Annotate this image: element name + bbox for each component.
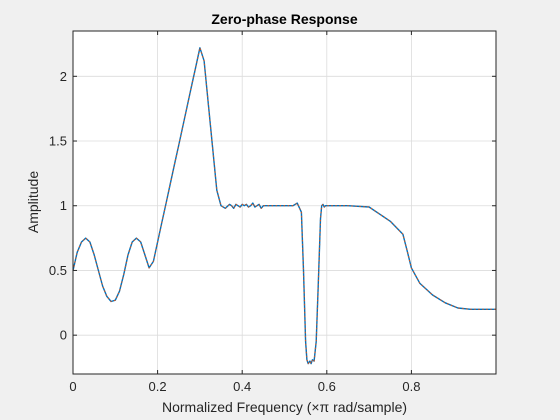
axes-box [72,30,497,375]
chart-title: Zero-phase Response [211,11,357,27]
x-tick-label: 0.4 [233,379,251,394]
y-tick-label: 1 [60,198,67,213]
response-line [72,47,496,365]
y-tick-label: 0.5 [49,263,67,278]
y-tick-label: 2 [60,69,67,84]
x-tick-label: 0 [69,379,76,394]
x-tick-label: 0.8 [402,379,420,394]
x-tick-label: 0.6 [318,379,336,394]
axes-background [73,31,496,374]
x-axis-label: Normalized Frequency (×π rad/sample) [162,399,407,415]
ticks: 0 0.2 0.4 0.6 0.8 0 0.5 1 1.5 2 [49,31,496,394]
series-group [72,47,496,365]
y-tick-label: 0 [60,328,67,343]
y-axis-label: Amplitude [25,171,41,233]
grid [72,31,496,374]
x-tick-label: 0.2 [149,379,167,394]
y-tick-label: 1.5 [49,134,67,149]
